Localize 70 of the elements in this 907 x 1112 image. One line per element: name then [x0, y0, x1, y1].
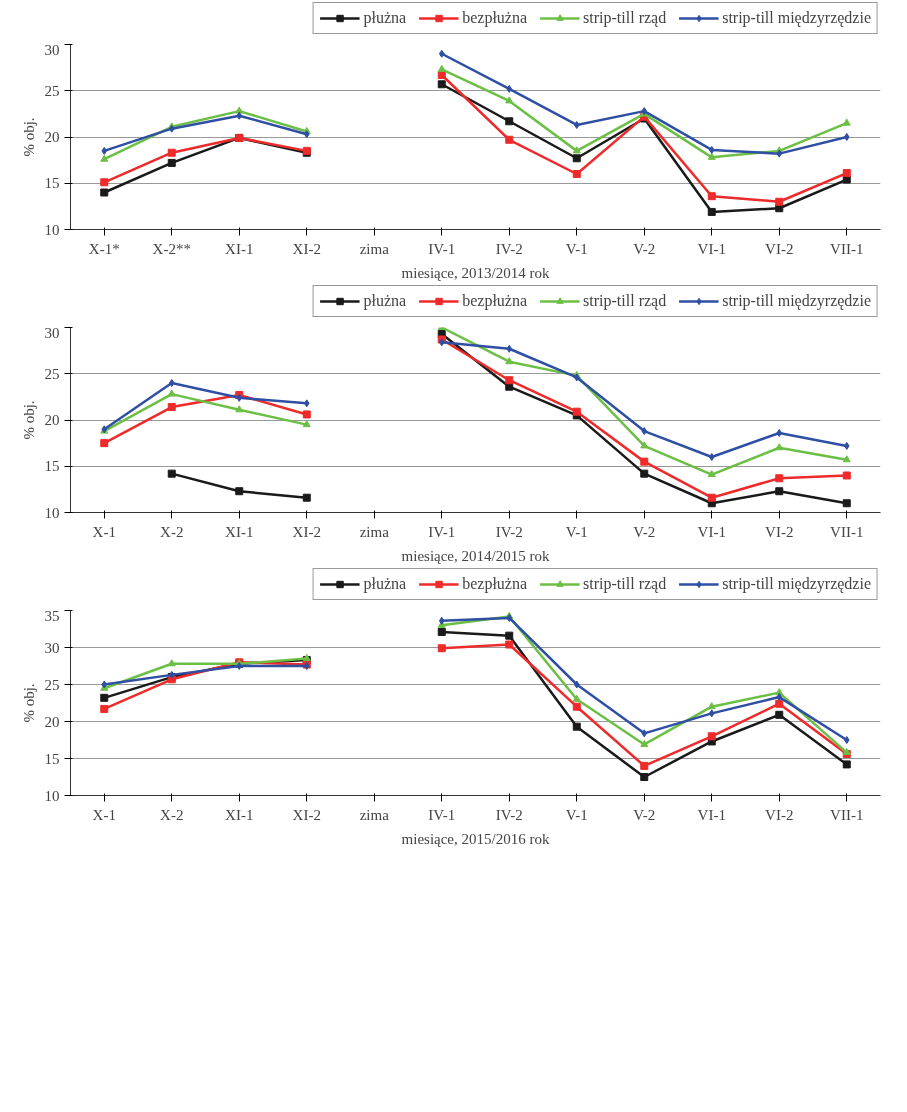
x-tick-label: IV-1: [428, 806, 456, 823]
x-tick-label: X-2: [160, 523, 184, 540]
legend-label: strip-till międzyrzędzie: [722, 575, 871, 593]
x-tick-label: zima: [359, 240, 390, 257]
x-tick-label: zima: [359, 806, 390, 823]
y-axis-title: % obj.: [20, 683, 37, 723]
x-tick-label: VI-2: [765, 240, 794, 257]
y-tick-label: 20: [44, 412, 60, 428]
y-tick-label: 10: [44, 221, 60, 238]
legend-label: bezpłużna: [462, 292, 528, 310]
x-tick-label: V-1: [565, 806, 588, 823]
legend-label: płużna: [363, 575, 407, 593]
legend-label: strip-till rząd: [583, 575, 667, 593]
x-tick-label: VI-1: [697, 806, 726, 823]
x-tick-label: VI-1: [697, 240, 726, 257]
legend-label: płużna: [363, 9, 407, 27]
y-tick-label: 20: [44, 713, 60, 730]
x-tick-label: V-1: [565, 240, 588, 257]
y-tick-label: 15: [44, 750, 60, 767]
x-tick-label: XI-1: [225, 806, 254, 823]
x-tick-label: V-2: [633, 806, 656, 823]
x-tick-label: VI-2: [765, 806, 794, 823]
y-tick-label: 25: [44, 676, 60, 693]
x-tick-label: XI-1: [225, 240, 254, 257]
y-tick-label: 30: [44, 639, 60, 656]
x-tick-label: VI-1: [697, 523, 726, 540]
x-tick-label: IV-1: [428, 240, 456, 257]
y-tick-label: 25: [44, 82, 60, 99]
x-axis-title: miesiące, 2013/2014 rok: [401, 264, 550, 281]
x-tick-label: VII-1: [830, 806, 864, 823]
y-tick-label: 25: [44, 365, 60, 382]
y-tick-label: 30: [44, 324, 60, 341]
x-tick-label: IV-2: [495, 523, 523, 540]
y-tick-label: 15: [44, 458, 60, 475]
x-tick-label: V-2: [633, 240, 656, 257]
x-tick-label: XI-2: [292, 806, 321, 823]
legend-label: bezpłużna: [462, 575, 528, 593]
y-tick-label: 10: [44, 787, 60, 804]
x-tick-label: VI-2: [765, 523, 794, 540]
y-tick-label: 30: [44, 41, 60, 58]
x-tick-label: X-2**: [152, 240, 191, 257]
x-tick-label: V-1: [565, 523, 588, 540]
legend-label: bezpłużna: [462, 9, 528, 27]
legend-label: strip-till rząd: [583, 9, 667, 27]
legend-label: strip-till międzyrzędzie: [722, 292, 871, 310]
y-tick-label: 35: [44, 607, 60, 624]
x-tick-label: XI-2: [292, 523, 321, 540]
y-tick-label: 20: [44, 129, 60, 145]
x-tick-label: IV-2: [495, 806, 523, 823]
x-axis-title: miesiące, 2015/2016 rok: [401, 830, 550, 847]
legend-label: strip-till rząd: [583, 292, 667, 310]
x-tick-label: XI-2: [292, 240, 321, 257]
x-axis-title: miesiące, 2014/2015 rok: [401, 547, 550, 564]
x-tick-label: VII-1: [830, 523, 864, 540]
legend-label: strip-till międzyrzędzie: [722, 9, 871, 27]
legend-label: płużna: [363, 292, 407, 310]
x-tick-label: IV-1: [428, 523, 456, 540]
y-axis-title: % obj.: [20, 400, 37, 440]
x-tick-label: V-2: [633, 523, 656, 540]
x-tick-label: X-1: [92, 806, 116, 823]
y-tick-label: 10: [44, 504, 60, 521]
y-tick-label: 15: [44, 175, 60, 192]
x-tick-label: XI-1: [225, 523, 254, 540]
x-tick-label: X-1: [92, 523, 116, 540]
x-tick-label: X-2: [160, 806, 184, 823]
x-tick-label: X-1*: [88, 240, 120, 257]
x-tick-label: zima: [359, 523, 390, 540]
x-tick-label: IV-2: [495, 240, 523, 257]
x-tick-label: VII-1: [830, 240, 864, 257]
y-axis-title: % obj.: [20, 117, 37, 157]
